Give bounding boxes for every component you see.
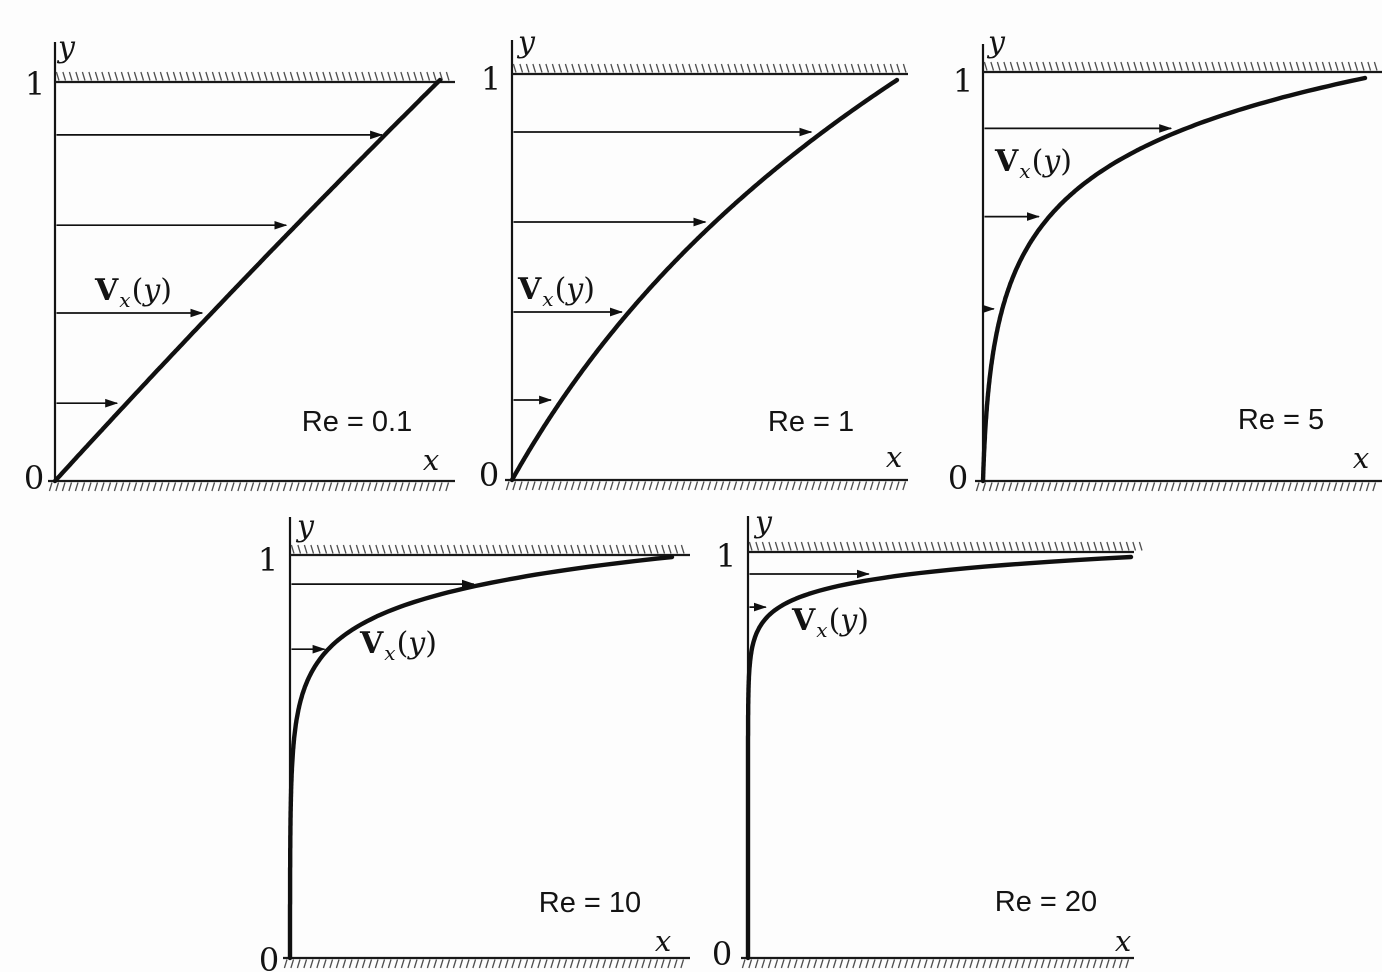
origin-tick-label: 0 bbox=[24, 459, 44, 497]
profile-label-close-paren: ) bbox=[425, 626, 437, 661]
x-axis-label: x bbox=[655, 924, 671, 958]
profile-label-open-paren: ( bbox=[1032, 144, 1044, 179]
profile-label-sub-x: x bbox=[816, 618, 827, 642]
top-wall-hatching bbox=[55, 71, 450, 81]
profile-label-v: V bbox=[994, 144, 1019, 179]
x-axis-label: x bbox=[886, 440, 902, 474]
velocity-profile-curve bbox=[52, 77, 443, 484]
profile-label-open-paren: ( bbox=[829, 603, 841, 638]
profile-label-v: V bbox=[94, 273, 119, 308]
velocity-profile-label: Vx(y) bbox=[359, 626, 437, 665]
profile-label-v: V bbox=[791, 603, 816, 638]
x-axis-label: x bbox=[1115, 924, 1131, 958]
reynolds-number-label: Re = 5 bbox=[1238, 404, 1324, 436]
bottom-wall-hatching bbox=[975, 482, 1377, 492]
panel-re-0.1: y10 xRe = 0.1Vx(y) bbox=[24, 30, 455, 497]
profile-label-sub-x: x bbox=[1019, 159, 1030, 183]
top-wall-tick-label: 1 bbox=[953, 62, 973, 100]
top-wall-tick-label: 1 bbox=[481, 60, 501, 98]
profile-label-open-paren: ( bbox=[132, 273, 144, 308]
top-wall-hatching bbox=[983, 61, 1378, 71]
profile-label-v: V bbox=[359, 626, 384, 661]
reynolds-number-label: Re = 10 bbox=[539, 887, 641, 919]
y-axis-label: y bbox=[753, 505, 773, 540]
profile-label-open-paren: ( bbox=[555, 272, 567, 307]
origin-tick-label: 0 bbox=[948, 459, 968, 497]
profile-label-arg-y: y bbox=[141, 273, 161, 308]
origin-tick-label: 0 bbox=[479, 456, 499, 494]
velocity-profile-label: Vx(y) bbox=[94, 273, 172, 312]
y-axis-label: y bbox=[516, 25, 536, 60]
profile-label-v: V bbox=[517, 272, 542, 307]
profile-label-close-paren: ) bbox=[857, 603, 869, 638]
origin-tick-label: 0 bbox=[712, 935, 732, 972]
panel-re-1: y10 xRe = 1Vx(y) bbox=[479, 25, 908, 494]
y-axis-label: y bbox=[56, 30, 76, 65]
profile-label-open-paren: ( bbox=[397, 626, 409, 661]
top-wall-hatching bbox=[290, 544, 685, 554]
profile-label-close-paren: ) bbox=[160, 273, 172, 308]
top-wall-tick-label: 1 bbox=[258, 541, 278, 579]
bottom-wall-hatching bbox=[505, 481, 907, 491]
x-axis-label: x bbox=[423, 443, 439, 477]
reynolds-number-label: Re = 1 bbox=[768, 406, 854, 438]
top-wall-tick-label: 1 bbox=[716, 537, 736, 575]
reynolds-number-label: Re = 0.1 bbox=[302, 406, 412, 438]
velocity-profile-label: Vx(y) bbox=[994, 144, 1072, 183]
velocity-profile-label: Vx(y) bbox=[517, 272, 595, 311]
profile-label-close-paren: ) bbox=[1060, 144, 1072, 179]
top-wall-hatching bbox=[748, 541, 1143, 551]
x-axis-label: x bbox=[1353, 441, 1369, 475]
bottom-wall-hatching bbox=[48, 482, 450, 492]
velocity-profile-curve bbox=[980, 75, 1368, 484]
top-wall-tick-label: 1 bbox=[25, 65, 45, 103]
velocity-profile-curve bbox=[745, 554, 1134, 961]
origin-tick-label: 0 bbox=[259, 941, 279, 972]
velocity-profile-label: Vx(y) bbox=[791, 603, 869, 642]
top-wall-hatching bbox=[512, 63, 907, 73]
profile-label-sub-x: x bbox=[119, 288, 130, 312]
profile-label-arg-y: y bbox=[838, 603, 858, 638]
reynolds-number-label: Re = 20 bbox=[995, 886, 1097, 918]
y-axis-label: y bbox=[986, 25, 1006, 60]
bottom-wall-hatching bbox=[741, 959, 1130, 969]
y-axis-label: y bbox=[295, 509, 315, 544]
profile-label-sub-x: x bbox=[384, 641, 395, 665]
profile-label-arg-y: y bbox=[406, 626, 426, 661]
profile-label-close-paren: ) bbox=[583, 272, 595, 307]
profile-label-sub-x: x bbox=[542, 287, 553, 311]
profile-label-arg-y: y bbox=[564, 272, 584, 307]
velocity-profile-curve bbox=[509, 77, 900, 483]
profile-label-arg-y: y bbox=[1041, 144, 1061, 179]
velocity-profile-curve bbox=[287, 554, 675, 961]
bottom-wall-hatching bbox=[283, 959, 685, 969]
